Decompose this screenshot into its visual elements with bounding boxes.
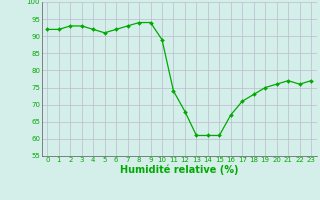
X-axis label: Humidité relative (%): Humidité relative (%) bbox=[120, 165, 238, 175]
